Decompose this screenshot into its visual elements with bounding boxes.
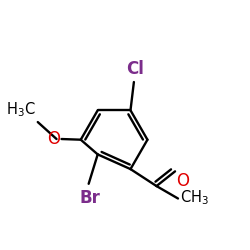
Text: Br: Br <box>79 189 100 207</box>
Text: O: O <box>47 130 60 148</box>
Text: H$_3$C: H$_3$C <box>6 101 36 119</box>
Text: O: O <box>176 172 189 190</box>
Text: CH$_3$: CH$_3$ <box>180 188 209 207</box>
Text: Cl: Cl <box>126 60 144 78</box>
